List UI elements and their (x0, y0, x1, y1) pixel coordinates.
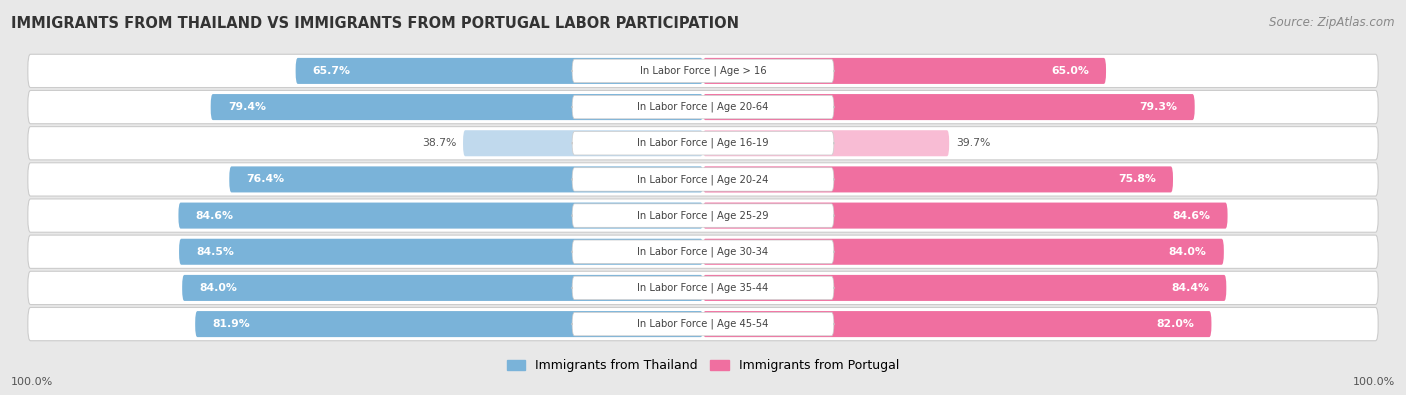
Text: 38.7%: 38.7% (422, 138, 456, 148)
Text: In Labor Force | Age 20-64: In Labor Force | Age 20-64 (637, 102, 769, 112)
Text: IMMIGRANTS FROM THAILAND VS IMMIGRANTS FROM PORTUGAL LABOR PARTICIPATION: IMMIGRANTS FROM THAILAND VS IMMIGRANTS F… (11, 16, 740, 31)
FancyBboxPatch shape (28, 163, 1378, 196)
FancyBboxPatch shape (703, 166, 1173, 192)
Text: In Labor Force | Age 45-54: In Labor Force | Age 45-54 (637, 319, 769, 329)
Text: In Labor Force | Age 35-44: In Labor Force | Age 35-44 (637, 283, 769, 293)
Text: 81.9%: 81.9% (212, 319, 250, 329)
FancyBboxPatch shape (703, 94, 1195, 120)
Text: In Labor Force | Age > 16: In Labor Force | Age > 16 (640, 66, 766, 76)
FancyBboxPatch shape (179, 203, 703, 229)
Text: 76.4%: 76.4% (246, 175, 284, 184)
FancyBboxPatch shape (572, 132, 834, 155)
Text: In Labor Force | Age 30-34: In Labor Force | Age 30-34 (637, 246, 769, 257)
FancyBboxPatch shape (28, 271, 1378, 305)
FancyBboxPatch shape (28, 127, 1378, 160)
Text: 100.0%: 100.0% (1353, 377, 1395, 387)
Legend: Immigrants from Thailand, Immigrants from Portugal: Immigrants from Thailand, Immigrants fro… (502, 354, 904, 377)
Text: In Labor Force | Age 16-19: In Labor Force | Age 16-19 (637, 138, 769, 149)
Text: 79.3%: 79.3% (1139, 102, 1177, 112)
Text: 75.8%: 75.8% (1118, 175, 1156, 184)
FancyBboxPatch shape (703, 239, 1223, 265)
FancyBboxPatch shape (703, 311, 1212, 337)
Text: Source: ZipAtlas.com: Source: ZipAtlas.com (1270, 16, 1395, 29)
FancyBboxPatch shape (572, 204, 834, 227)
Text: 82.0%: 82.0% (1156, 319, 1194, 329)
Text: 100.0%: 100.0% (11, 377, 53, 387)
FancyBboxPatch shape (463, 130, 703, 156)
FancyBboxPatch shape (703, 203, 1227, 229)
FancyBboxPatch shape (28, 54, 1378, 88)
FancyBboxPatch shape (703, 130, 949, 156)
FancyBboxPatch shape (703, 275, 1226, 301)
Text: 84.5%: 84.5% (197, 247, 235, 257)
Text: 79.4%: 79.4% (228, 102, 266, 112)
FancyBboxPatch shape (295, 58, 703, 84)
FancyBboxPatch shape (28, 199, 1378, 232)
FancyBboxPatch shape (211, 94, 703, 120)
FancyBboxPatch shape (195, 311, 703, 337)
FancyBboxPatch shape (183, 275, 703, 301)
FancyBboxPatch shape (179, 239, 703, 265)
FancyBboxPatch shape (572, 59, 834, 83)
FancyBboxPatch shape (572, 276, 834, 300)
Text: In Labor Force | Age 20-24: In Labor Force | Age 20-24 (637, 174, 769, 185)
Text: 84.0%: 84.0% (1168, 247, 1206, 257)
Text: 39.7%: 39.7% (956, 138, 990, 148)
FancyBboxPatch shape (572, 312, 834, 336)
Text: In Labor Force | Age 25-29: In Labor Force | Age 25-29 (637, 210, 769, 221)
Text: 84.0%: 84.0% (200, 283, 238, 293)
Text: 65.7%: 65.7% (314, 66, 352, 76)
FancyBboxPatch shape (28, 307, 1378, 341)
FancyBboxPatch shape (28, 235, 1378, 268)
Text: 84.6%: 84.6% (195, 211, 233, 220)
FancyBboxPatch shape (572, 95, 834, 119)
FancyBboxPatch shape (28, 90, 1378, 124)
Text: 84.4%: 84.4% (1171, 283, 1209, 293)
FancyBboxPatch shape (572, 168, 834, 191)
Text: 84.6%: 84.6% (1173, 211, 1211, 220)
FancyBboxPatch shape (703, 58, 1107, 84)
FancyBboxPatch shape (572, 240, 834, 263)
FancyBboxPatch shape (229, 166, 703, 192)
Text: 65.0%: 65.0% (1050, 66, 1088, 76)
